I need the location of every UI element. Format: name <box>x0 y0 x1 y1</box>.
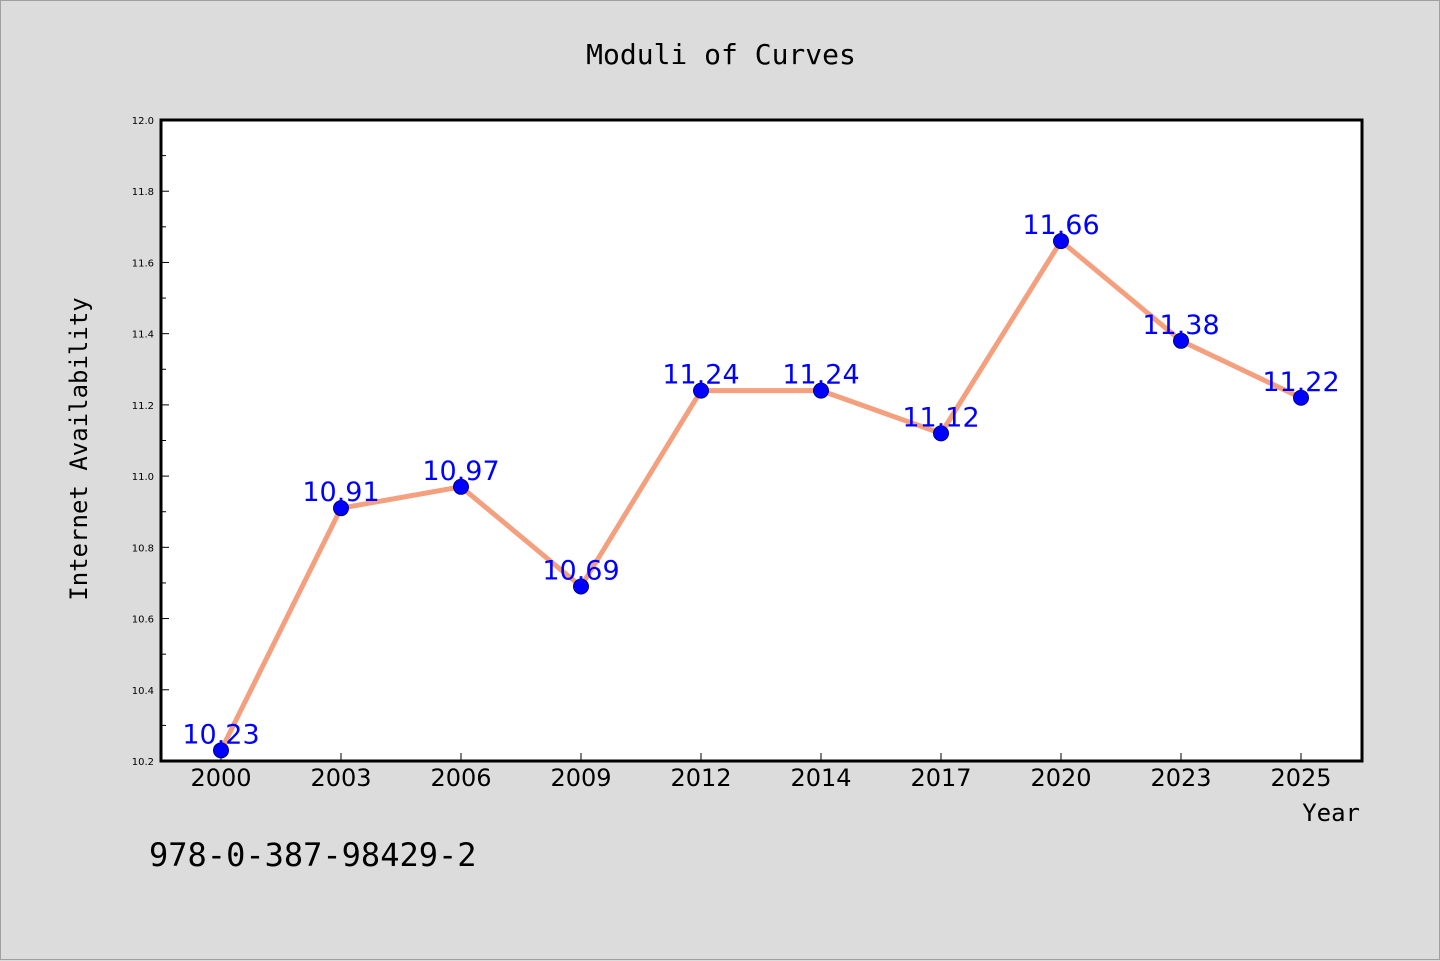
data-point <box>333 500 349 517</box>
plot-area <box>159 118 1364 763</box>
x-axis: 2000 2003 2006 2009 2012 2014 2017 2020 2023 2025 <box>190 753 1332 792</box>
data-label: 10.91 <box>302 477 379 508</box>
series-line <box>218 238 1303 752</box>
y-tick-label: 10.2 <box>132 757 154 768</box>
data-label: 11.38 <box>1142 310 1219 341</box>
data-point <box>213 742 229 759</box>
x-tick-label: 2020 <box>1030 764 1091 792</box>
x-tick-label: 2017 <box>910 764 971 792</box>
x-tick-label: 2014 <box>790 764 851 792</box>
data-label: 11.24 <box>782 360 859 391</box>
y-tick-label: 11.4 <box>132 330 154 341</box>
data-label: 10.97 <box>422 456 499 487</box>
series-markers <box>213 233 1309 759</box>
annotation-text: 978-0-387-98429-2 <box>149 836 477 874</box>
data-point <box>933 425 949 442</box>
x-tick-label: 2012 <box>670 764 731 792</box>
data-point <box>453 478 469 495</box>
data-point <box>1053 233 1069 250</box>
y-tick-label: 10.8 <box>132 543 154 554</box>
x-tick-label: 2025 <box>1270 764 1331 792</box>
chart-title: Moduli of Curves <box>586 38 856 71</box>
data-labels: 10.23 10.91 10.97 10.69 11.24 11.24 11.12 11.66… <box>182 210 1339 750</box>
data-point <box>1293 389 1309 406</box>
y-axis: 10.2 10.4 10.6 10.8 11.0 11.2 11.4 11.6 11.8 12.0 <box>132 116 169 768</box>
y-tick-label: 12.0 <box>132 116 154 127</box>
data-label: 11.66 <box>1022 210 1099 241</box>
data-point <box>1173 332 1189 349</box>
data-point <box>813 382 829 399</box>
y-tick-label: 10.6 <box>132 615 154 626</box>
data-label: 10.23 <box>182 719 259 750</box>
data-label: 10.69 <box>542 556 619 587</box>
x-tick-label: 2000 <box>190 764 251 792</box>
y-tick-label: 11.2 <box>132 401 154 412</box>
data-label: 11.24 <box>662 360 739 391</box>
x-tick-label: 2009 <box>550 764 611 792</box>
y-tick-label: 11.8 <box>132 187 154 198</box>
data-label: 11.12 <box>902 402 979 433</box>
data-label: 11.22 <box>1262 367 1339 398</box>
y-tick-label: 10.4 <box>132 686 154 697</box>
x-tick-label: 2006 <box>430 764 491 792</box>
data-point <box>693 382 709 399</box>
y-axis-label: Internet Availability <box>65 297 93 600</box>
x-tick-label: 2023 <box>1150 764 1211 792</box>
y-tick-label: 11.0 <box>132 472 154 483</box>
x-axis-label: Year <box>1302 799 1360 827</box>
y-tick-label: 11.6 <box>132 258 154 269</box>
data-point <box>573 578 589 595</box>
x-tick-label: 2003 <box>310 764 371 792</box>
